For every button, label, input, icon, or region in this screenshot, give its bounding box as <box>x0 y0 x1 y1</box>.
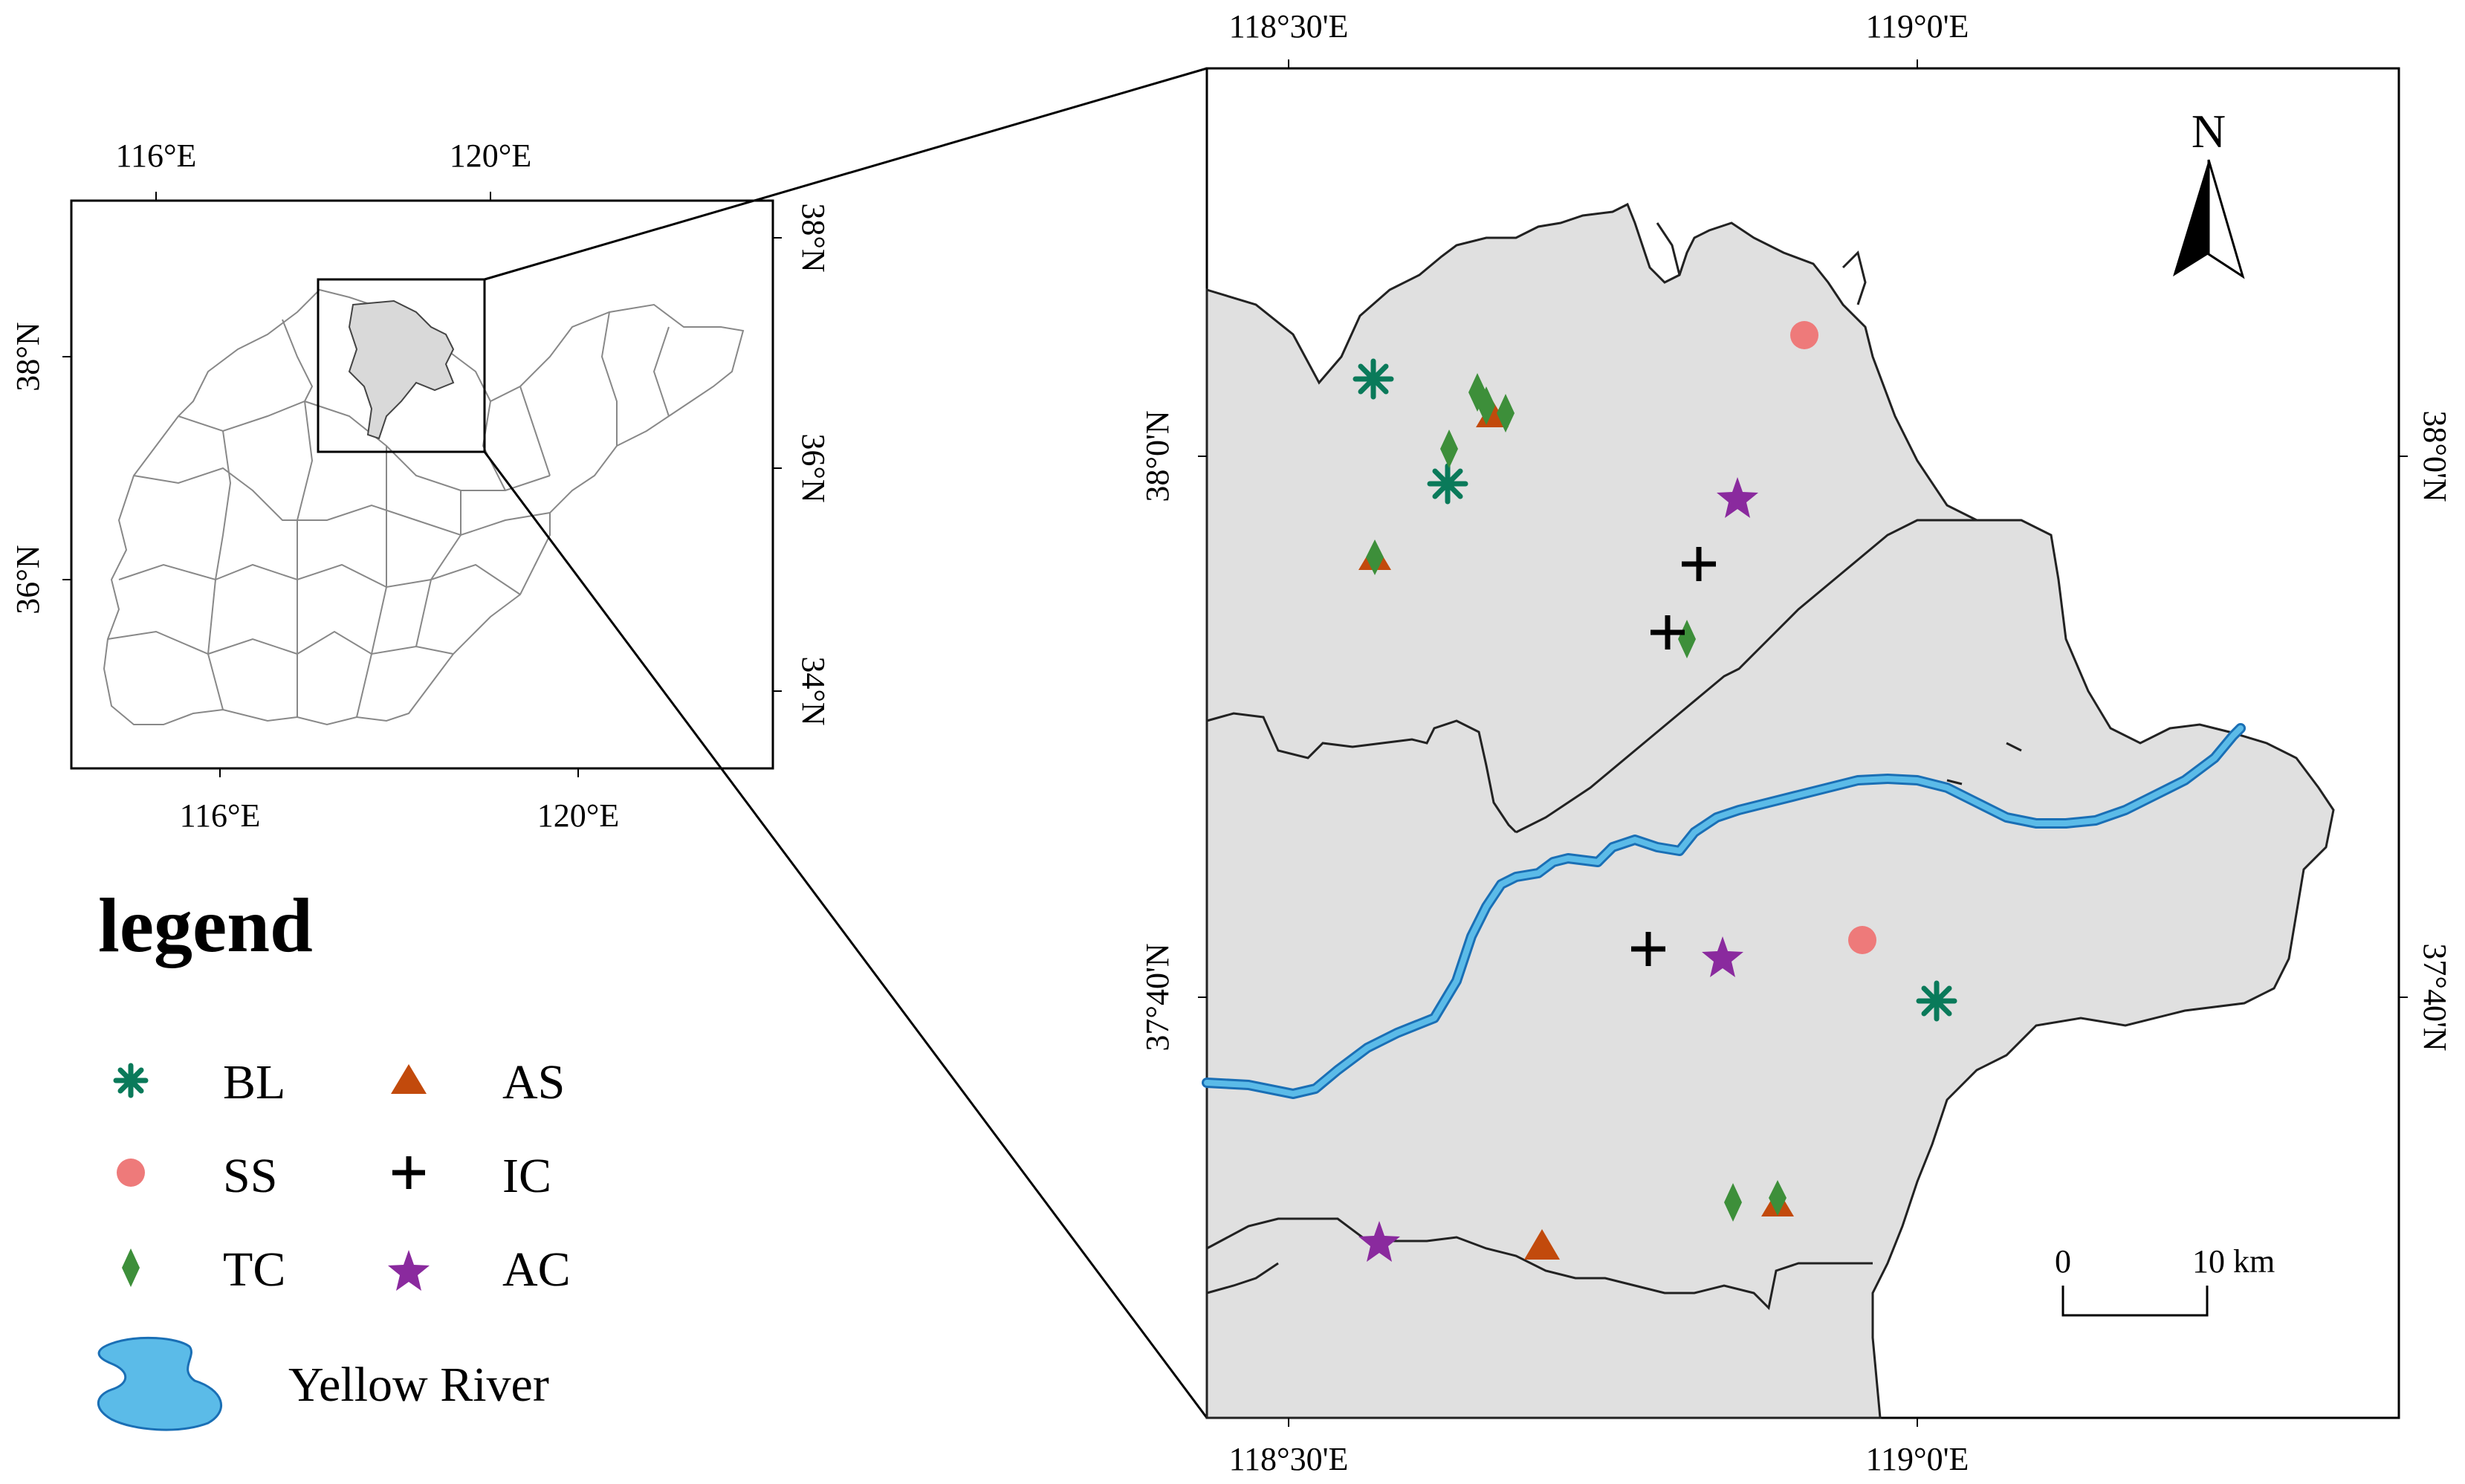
inset-bottom-tick-label: 120°E <box>537 797 619 834</box>
main-map-ticks <box>1198 59 2408 1427</box>
main-map: 118°30'E 119°0'E 118°30'E 119°0'E 38°0'N… <box>1139 8 2453 1477</box>
tc-site-marker <box>1477 386 1495 425</box>
tc-site-marker <box>1366 540 1384 575</box>
main-right-tick-label: 37°40'N <box>2417 943 2453 1051</box>
ac-site-marker <box>1717 477 1758 518</box>
legend-river-label: Yellow River <box>288 1358 549 1412</box>
legend-river-symbol <box>97 1336 222 1431</box>
prefecture-boundaries <box>107 311 670 718</box>
legend-ic-label: IC <box>502 1149 551 1203</box>
legend-title: legend <box>98 883 313 968</box>
inset-right-tick-label: 38°N <box>795 203 832 272</box>
dongying-region <box>348 299 455 440</box>
main-top-tick-label: 118°30'E <box>1229 8 1349 45</box>
legend-as-symbol <box>391 1064 427 1094</box>
inset-frame <box>70 199 774 770</box>
ac-site-marker <box>1702 936 1743 977</box>
inset-top-tick-label: 120°E <box>450 137 531 174</box>
zoom-connector-top <box>484 67 1208 281</box>
tc-site-marker <box>1724 1183 1742 1222</box>
inset-right-tick-label: 36°N <box>795 433 832 502</box>
north-label: N <box>2192 105 2226 158</box>
legend-ac-label: AC <box>502 1242 571 1297</box>
inset-locator-box <box>317 278 486 453</box>
main-bottom-tick-label: 118°30'E <box>1229 1441 1349 1477</box>
tc-site-marker <box>1497 394 1515 432</box>
legend-bl-symbol <box>113 1063 149 1098</box>
ss-site-marker <box>1848 926 1876 954</box>
bl-site-marker <box>1916 980 1957 1022</box>
main-left-tick-label: 37°40'N <box>1139 943 1176 1051</box>
county-boundaries <box>1206 222 2022 1311</box>
legend-as-label: AS <box>502 1055 565 1109</box>
yellow-river-fill <box>1204 725 2244 1097</box>
zoom-connector-bottom <box>483 451 1208 1419</box>
legend-bl-label: BL <box>223 1055 285 1109</box>
tc-site-marker <box>1678 620 1696 658</box>
main-bottom-tick-label: 119°0'E <box>1866 1441 1969 1477</box>
legend-ac-symbol <box>388 1250 430 1291</box>
bl-site-marker <box>1353 358 1394 400</box>
scale-bar: 0 10 km <box>2055 1243 2275 1317</box>
tc-site-marker <box>1440 430 1458 468</box>
inset-left-tick-label: 36°N <box>10 545 46 614</box>
scale-bar-line <box>2061 1286 2209 1317</box>
main-right-tick-label: 38°0'N <box>2417 410 2453 502</box>
shandong-province-outline <box>103 288 745 726</box>
as-site-marker <box>1524 1229 1560 1260</box>
legend-ss-label: SS <box>223 1149 277 1203</box>
north-arrow: N <box>2173 105 2245 279</box>
inset-right-tick-label: 34°N <box>795 656 832 725</box>
north-arrow-right-half <box>2207 159 2245 279</box>
legend-ss-symbol <box>117 1159 145 1187</box>
tc-site-marker <box>1769 1180 1787 1216</box>
legend-tc-symbol <box>122 1248 140 1287</box>
inset-map: 116°E 120°E 116°E 120°E 38°N 36°N 38°N 3… <box>10 137 832 834</box>
ss-site-marker <box>1790 321 1818 349</box>
inset-ticks <box>62 192 782 777</box>
sample-points <box>1353 321 1957 1262</box>
ic-site-marker <box>1651 615 1685 649</box>
inset-top-tick-label: 116°E <box>116 137 197 174</box>
bl-site-marker <box>1427 463 1468 505</box>
ac-site-marker <box>1358 1221 1400 1262</box>
legend: legend BL AS SS IC TC AC Yellow River <box>97 883 571 1431</box>
legend-ic-symbol <box>392 1156 425 1189</box>
main-top-tick-label: 119°0'E <box>1866 8 1969 45</box>
ic-site-marker <box>1682 547 1716 581</box>
ic-site-marker <box>1631 932 1665 966</box>
main-left-tick-label: 38°0'N <box>1139 410 1176 502</box>
inset-bottom-tick-label: 116°E <box>180 797 261 834</box>
inset-left-tick-label: 38°N <box>10 322 46 391</box>
legend-tc-label: TC <box>223 1242 285 1297</box>
north-arrow-left-half <box>2173 160 2209 276</box>
scale-distance-label: 10 km <box>2192 1243 2275 1280</box>
scale-zero-label: 0 <box>2055 1243 2071 1280</box>
